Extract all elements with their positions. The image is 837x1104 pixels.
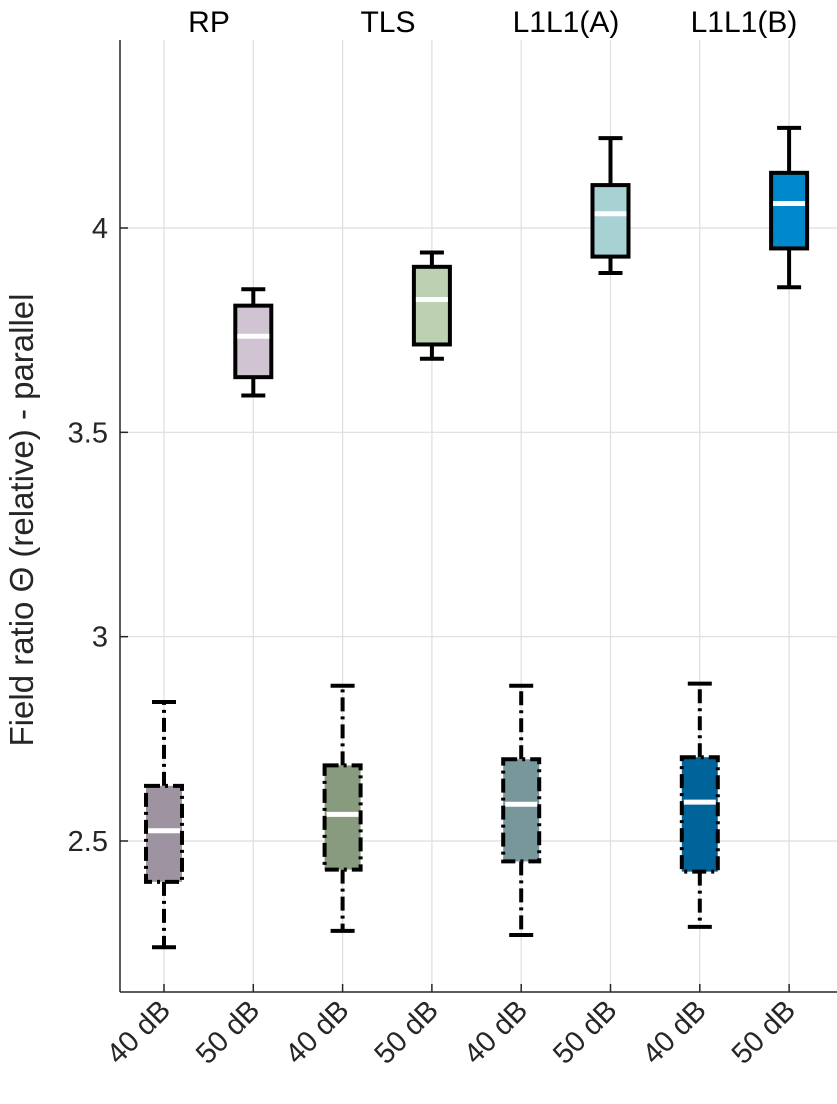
- box-body: [590, 183, 631, 259]
- box-body: [679, 755, 720, 874]
- group-labels: RP TLS L1L1(A) L1L1(B): [188, 6, 797, 39]
- box-body: [322, 763, 363, 872]
- group-label: L1L1(B): [691, 6, 798, 39]
- x-tick-label: 50 dB: [726, 994, 802, 1070]
- x-tick-label: 50 dB: [190, 994, 266, 1070]
- x-tick-label: 40 dB: [279, 994, 355, 1070]
- box-l1l1-a--40db: [501, 683, 542, 937]
- y-tick-label: 3.5: [68, 417, 108, 449]
- y-axis-title: Field ratio Θ (relative) - parallel: [3, 294, 40, 747]
- box-rp-50db: [233, 287, 274, 398]
- y-tick-labels: 2.5 3 3.5 4: [68, 213, 128, 858]
- x-tick-label: 40 dB: [637, 994, 713, 1070]
- group-label: RP: [188, 6, 230, 39]
- group-label: L1L1(A): [513, 6, 620, 39]
- box-l1l1-b--50db: [769, 125, 810, 290]
- grid-layer: [120, 40, 837, 992]
- boxes-layer: [144, 125, 810, 950]
- x-tick-label: 50 dB: [369, 994, 445, 1070]
- box-tls-50db: [411, 250, 452, 361]
- axes: [119, 40, 837, 993]
- box-body: [233, 303, 274, 380]
- box-l1l1-a--50db: [590, 136, 631, 275]
- box-body: [411, 264, 452, 347]
- x-tick-label: 40 dB: [101, 994, 177, 1070]
- box-l1l1-b--40db: [679, 681, 720, 929]
- y-tick-label: 3: [92, 622, 108, 654]
- x-tick-label: 50 dB: [547, 994, 623, 1070]
- y-tick-label: 4: [92, 213, 108, 245]
- group-label: TLS: [360, 6, 415, 39]
- box-body: [144, 783, 184, 884]
- x-tick-labels: 40 dB 50 dB 40 dB 50 dB 40 dB 50 dB 40 dB 50 dB: [101, 984, 802, 1071]
- box-body: [501, 757, 542, 864]
- box-tls-40db: [322, 683, 363, 933]
- box-rp-40db: [144, 700, 184, 950]
- y-tick-label: 2.5: [68, 826, 108, 858]
- x-tick-label: 40 dB: [458, 994, 534, 1070]
- box-body: [769, 170, 810, 251]
